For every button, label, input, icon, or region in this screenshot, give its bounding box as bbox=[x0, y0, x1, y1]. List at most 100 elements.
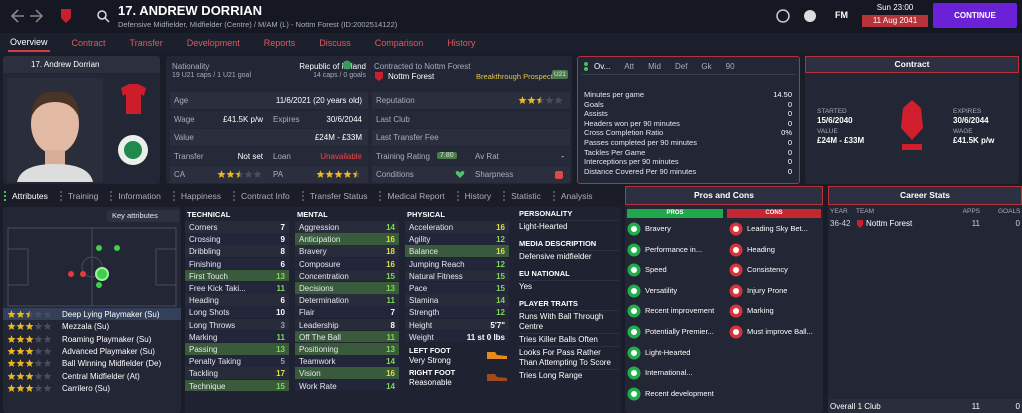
contract-value: £41.5K p/w bbox=[953, 136, 995, 145]
star-fill bbox=[7, 359, 16, 368]
contract-value: 15/6/2040 bbox=[817, 116, 853, 125]
star bbox=[334, 170, 343, 178]
cons-item: Heading bbox=[747, 244, 775, 254]
stats-tab[interactable]: Def bbox=[674, 62, 688, 71]
nav-tab[interactable]: Overview bbox=[8, 34, 50, 52]
nav-tab[interactable]: Reports bbox=[263, 38, 296, 48]
heart bbox=[455, 171, 465, 178]
star-fill bbox=[25, 359, 34, 368]
attribute-value: 15 bbox=[496, 271, 505, 281]
star-empty bbox=[43, 384, 52, 392]
attribute-name: Long Throws bbox=[189, 320, 236, 330]
attribute-row bbox=[295, 318, 399, 331]
nav-tab[interactable]: Transfer bbox=[129, 38, 163, 48]
sub-tab[interactable]: History bbox=[456, 191, 491, 201]
role-name[interactable]: Carrilero (Su) bbox=[62, 383, 111, 393]
contract-value: 30/6/2044 bbox=[953, 116, 989, 125]
nav-tab[interactable]: Discuss bbox=[319, 38, 351, 48]
search-icon bbox=[104, 17, 110, 23]
club-name: Nottm Forest bbox=[388, 72, 435, 81]
player-name: 17. ANDREW DORRIAN bbox=[118, 3, 262, 18]
star bbox=[7, 347, 16, 355]
attribute-value: 12 bbox=[496, 259, 505, 269]
pros-icon bbox=[627, 263, 641, 277]
section-line: Tries Killer Balls Often bbox=[519, 333, 619, 346]
stats-tab[interactable]: Ov... bbox=[584, 62, 610, 71]
attribute-value: 11 st 0 lbs bbox=[466, 332, 505, 342]
pros-item: Potentially Premier... bbox=[645, 327, 714, 336]
attribute-value: 16 bbox=[386, 259, 395, 269]
sub-tab[interactable]: Attributes bbox=[4, 191, 48, 201]
star-fill bbox=[334, 170, 343, 178]
sub-tab[interactable]: Information bbox=[110, 191, 161, 201]
role-name[interactable]: Central Midfielder (At) bbox=[62, 371, 140, 381]
sub-tab[interactable]: Medical Report bbox=[379, 191, 445, 201]
attribute-name: Bravery bbox=[299, 247, 327, 257]
star-fill bbox=[325, 170, 334, 178]
attribute-name: Free Kick Taki... bbox=[189, 284, 246, 293]
stats-tab[interactable]: Mid bbox=[648, 62, 661, 71]
attribute-name: Weight bbox=[409, 332, 434, 342]
star-empty bbox=[43, 371, 52, 380]
role-name[interactable]: Roaming Playmaker (Su) bbox=[62, 334, 152, 344]
star-rating bbox=[7, 359, 52, 368]
attribute-name: Leadership bbox=[299, 320, 339, 330]
star bbox=[235, 170, 240, 178]
star-fill bbox=[235, 170, 240, 178]
star-empty bbox=[43, 359, 52, 368]
attribute-value: 15 bbox=[276, 381, 285, 391]
key-attribute-row bbox=[295, 233, 399, 245]
role-name[interactable]: Deep Lying Playmaker (Su) bbox=[62, 310, 160, 319]
nav-tab[interactable]: Comparison bbox=[374, 38, 424, 48]
attribute-row bbox=[405, 221, 509, 233]
attribute-row bbox=[405, 330, 509, 343]
club-crest-large bbox=[901, 100, 923, 150]
attribute-row bbox=[405, 318, 509, 331]
role-name[interactable]: Mezzala (Su) bbox=[62, 322, 110, 332]
star-fill bbox=[7, 371, 16, 380]
info-label: Wage bbox=[174, 114, 195, 124]
attribute-name: Height bbox=[409, 320, 433, 330]
attribute-row bbox=[295, 245, 399, 257]
attribute-name: Decisions bbox=[299, 284, 334, 293]
info-value: 11/6/2021 (20 years old) bbox=[275, 96, 362, 105]
career-cell: Nottm Forest bbox=[866, 219, 913, 228]
pros-cons-title: Pros and Cons bbox=[625, 186, 823, 205]
contract-label: WAGE bbox=[953, 128, 973, 135]
nav-tab[interactable]: History bbox=[447, 38, 476, 48]
heart-icon bbox=[455, 171, 465, 178]
sub-tab[interactable]: Transfer Status bbox=[301, 191, 367, 201]
continue-button[interactable]: CONTINUE bbox=[933, 3, 1017, 28]
star-fill bbox=[7, 334, 16, 343]
nav-tab[interactable]: Contract bbox=[71, 38, 106, 48]
stats-tab[interactable]: Att bbox=[624, 62, 635, 71]
info-label: Last Club bbox=[376, 114, 410, 124]
sub-tabs: Attributes Training Information Happiness Co… bbox=[4, 189, 622, 203]
star bbox=[16, 310, 25, 318]
nav-tab[interactable]: Development bbox=[186, 38, 240, 48]
sub-tab[interactable]: Happiness bbox=[172, 191, 221, 201]
stats-tab[interactable]: Gk bbox=[701, 62, 712, 71]
forward-arrow bbox=[30, 9, 44, 23]
stats-tab[interactable]: 90 bbox=[725, 62, 735, 71]
sub-tab[interactable]: Analysis bbox=[552, 191, 593, 201]
sub-tab[interactable]: Contract Info bbox=[233, 191, 290, 201]
pros-item: Performance in... bbox=[645, 244, 703, 254]
star bbox=[16, 371, 25, 380]
position-dot bbox=[96, 245, 102, 251]
role-name[interactable]: Ball Winning Midfielder (De) bbox=[62, 359, 162, 369]
pros-icon bbox=[627, 366, 641, 380]
star-fill bbox=[536, 96, 541, 104]
age-badge: U21 bbox=[552, 70, 568, 79]
key-attributes-dropdown[interactable]: Key attributes bbox=[107, 210, 179, 222]
sub-tab[interactable]: Training bbox=[59, 191, 98, 201]
cons-header: CONS bbox=[727, 209, 821, 218]
key-attribute-row bbox=[295, 343, 399, 355]
attribute-name: Off The Ball bbox=[299, 332, 341, 342]
star-empty bbox=[34, 371, 43, 380]
attribute-value: 16 bbox=[496, 223, 505, 232]
sub-tab[interactable]: Statistic bbox=[503, 191, 541, 201]
star bbox=[25, 371, 34, 380]
role-name[interactable]: Advanced Playmaker (Su) bbox=[62, 346, 155, 356]
star bbox=[7, 322, 16, 331]
